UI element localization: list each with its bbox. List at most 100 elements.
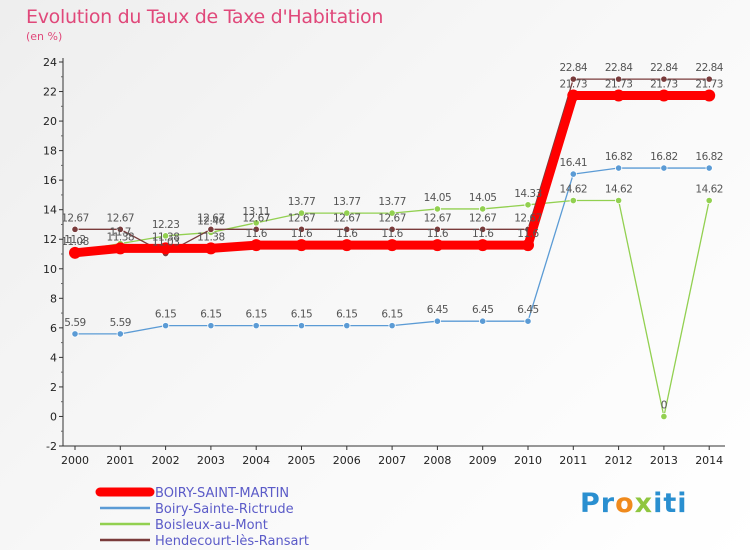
data-point [522,239,534,252]
data-label: 12.46 [197,215,225,227]
x-tick-label: 2005 [288,454,316,467]
y-tick-label: 0 [50,410,57,423]
data-label: 5.59 [110,317,131,329]
data-label: 6.45 [427,304,448,316]
y-tick-label: 20 [43,115,57,128]
data-label: 12.67 [469,212,497,224]
data-label: 11.7 [110,227,131,239]
y-tick-label: 8 [50,292,57,305]
data-label: 14.62 [695,184,723,196]
data-point [162,322,170,330]
x-tick-label: 2006 [333,454,361,467]
data-point [207,225,215,233]
data-label: 11.6 [246,228,268,240]
legend-label: BOIRY-SAINT-MARTIN [155,486,289,501]
data-label: 11.6 [381,228,403,240]
x-tick-label: 2013 [650,454,678,467]
y-tick-label: 18 [43,145,57,158]
y-tick-label: 22 [43,86,57,99]
data-label: 6.15 [200,309,221,321]
data-point [297,322,306,330]
data-point [116,330,124,338]
x-tick-label: 2001 [106,454,134,467]
data-point [614,75,623,83]
data-label: 11.38 [197,231,225,243]
data-label: 21.73 [605,79,633,91]
y-tick-label: 10 [43,263,57,276]
data-point [569,196,577,205]
data-label: 12.67 [514,212,542,224]
data-point [567,89,580,102]
y-tick-label: 24 [43,56,57,69]
data-point [252,225,260,233]
data-label: 11.08 [61,236,89,248]
data-label: 22.84 [650,62,678,74]
series-layer [69,75,716,421]
data-label: 11.38 [107,231,135,243]
data-point [479,317,487,325]
data-point [71,225,79,233]
data-label: 14.62 [560,184,588,196]
data-label: 12.67 [288,212,316,224]
data-point [569,75,577,83]
legend-label: Boisleux-au-Mont [155,518,268,533]
data-label: 21.73 [650,79,678,91]
data-label: 14.05 [469,192,497,204]
data-label: 12.67 [424,212,452,224]
x-tick-label: 2014 [695,454,723,467]
proxiti-logo: Proxiti [580,488,688,519]
data-label: 11.38 [152,231,180,243]
y-tick-label: 12 [43,233,57,246]
series-1 [71,164,713,338]
data-point [705,164,713,172]
data-point [204,242,217,255]
data-label: 6.15 [155,309,176,321]
data-point [703,89,716,102]
y-tick-label: 16 [43,174,57,187]
data-label: 21.73 [560,79,588,91]
data-point [162,232,170,240]
x-tick-label: 2012 [605,454,633,467]
legend-item: BOIRY-SAINT-MARTIN [95,486,289,501]
data-label: 13.77 [333,196,361,208]
legend: BOIRY-SAINT-MARTINBoiry-Sainte-RictrudeB… [95,486,309,549]
y-tick-label: 6 [50,322,57,335]
data-point [479,225,487,233]
data-label: 16.82 [605,151,633,163]
data-label: 12.67 [61,212,89,224]
legend-item: Boisleux-au-Mont [100,518,268,533]
data-label: 16.41 [560,157,588,169]
data-label: 16.82 [650,151,678,163]
data-point [660,412,668,421]
data-point [343,322,351,330]
data-point [297,225,306,233]
legend-item: Boiry-Sainte-Rictrude [100,502,294,517]
data-label: 13.11 [242,206,270,218]
x-tick-label: 2007 [378,454,406,467]
data-point [705,196,713,205]
data-point [433,317,441,325]
data-label: 11.6 [336,228,358,240]
data-point [343,225,351,233]
data-label: 11.6 [291,228,313,240]
data-label: 21.73 [695,79,723,91]
x-tick-label: 2002 [152,454,180,467]
data-point [476,239,489,252]
x-tick-label: 2003 [197,454,225,467]
data-point [657,89,670,102]
data-point [252,322,260,330]
data-point [612,89,625,102]
data-label: 6.15 [336,309,357,321]
data-point [295,239,308,252]
chart-subtitle: (en %) [26,30,63,43]
data-point [569,170,577,178]
legend-item: Hendecourt-lès-Ransart [100,534,309,549]
data-label: 11.03 [152,237,180,249]
data-label: 14.33 [514,188,542,200]
data-point [705,75,713,83]
data-label: 6.15 [381,309,402,321]
data-point [433,205,441,213]
x-tick-label: 2010 [514,454,542,467]
data-point [660,164,668,172]
